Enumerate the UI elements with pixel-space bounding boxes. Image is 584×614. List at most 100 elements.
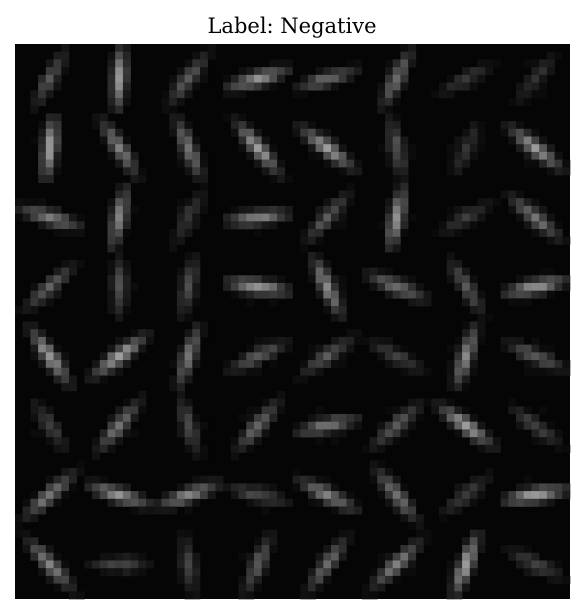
pixel [284, 290, 293, 299]
pixel [261, 491, 270, 500]
pixel [30, 321, 39, 330]
pixel [30, 136, 39, 145]
pixel [169, 498, 178, 507]
pixel [323, 282, 332, 291]
pixel [22, 306, 31, 315]
pixel [531, 437, 540, 446]
pixel [184, 429, 193, 438]
pixel [469, 367, 478, 376]
pixel [238, 136, 247, 145]
pixel [122, 298, 131, 307]
pixel [400, 205, 409, 214]
pixel [307, 352, 316, 361]
pixel [253, 429, 262, 438]
pixel [153, 498, 162, 507]
pixel [446, 498, 455, 507]
pixel [184, 298, 193, 307]
pixel [354, 67, 363, 76]
pixel [192, 82, 201, 91]
pixel [184, 144, 193, 153]
pixel [523, 344, 532, 353]
pixel [377, 267, 386, 276]
pixel [184, 267, 193, 276]
pixel [307, 121, 316, 130]
pixel [462, 367, 471, 376]
pixel [238, 90, 247, 99]
pixel [392, 59, 401, 68]
pixel [192, 329, 201, 338]
pixel [438, 406, 447, 415]
pixel [454, 144, 463, 153]
pixel [53, 144, 62, 153]
pixel [462, 537, 471, 546]
pixel [277, 275, 286, 284]
pixel [53, 205, 62, 214]
pixel [223, 113, 232, 122]
pixel [477, 429, 486, 438]
pixel [315, 259, 324, 268]
pixel [385, 498, 394, 507]
pixel [531, 491, 540, 500]
pixel [400, 429, 409, 438]
pixel [307, 136, 316, 145]
pixel [408, 367, 417, 376]
pixel [184, 529, 193, 538]
pixel [462, 360, 471, 369]
pixel [184, 367, 193, 376]
pixel [539, 74, 548, 83]
pixel [377, 575, 386, 584]
pixel [38, 213, 47, 222]
pixel [562, 275, 571, 284]
pixel [115, 336, 124, 345]
pixel [462, 205, 471, 214]
pixel [531, 336, 540, 345]
pixel [192, 205, 201, 214]
pixel [385, 121, 394, 130]
pixel [331, 421, 340, 430]
pixel [385, 113, 394, 122]
pixel [438, 229, 447, 238]
pixel [68, 583, 77, 592]
pixel [261, 336, 270, 345]
pixel [415, 398, 424, 407]
pixel [192, 67, 201, 76]
pixel [38, 406, 47, 415]
pixel [38, 136, 47, 145]
pixel [92, 437, 101, 446]
pixel [323, 491, 332, 500]
pixel [462, 545, 471, 554]
pixel [546, 360, 555, 369]
pixel [192, 575, 201, 584]
pixel [277, 159, 286, 168]
pixel [331, 205, 340, 214]
pixel [385, 136, 394, 145]
pixel [45, 74, 54, 83]
pixel [192, 74, 201, 83]
pixel [385, 236, 394, 245]
pixel [369, 575, 378, 584]
pixel [408, 560, 417, 569]
pixel [446, 406, 455, 415]
pixel [45, 298, 54, 307]
pixel [315, 128, 324, 137]
pixel [523, 213, 532, 222]
pixel [477, 121, 486, 130]
pixel [361, 583, 370, 592]
pixel [107, 275, 116, 284]
pixel [523, 568, 532, 577]
pixel [176, 575, 185, 584]
pixel [138, 406, 147, 415]
pixel [531, 74, 540, 83]
pixel [161, 506, 170, 515]
pixel [377, 491, 386, 500]
pixel [115, 190, 124, 199]
pixel [377, 483, 386, 492]
pixel [539, 406, 548, 415]
pixel [338, 221, 347, 230]
image-tiles [15, 44, 571, 600]
pixel [176, 390, 185, 399]
pixel [246, 552, 255, 561]
pixel [369, 336, 378, 345]
pixel [53, 167, 62, 176]
pixel [338, 198, 347, 207]
